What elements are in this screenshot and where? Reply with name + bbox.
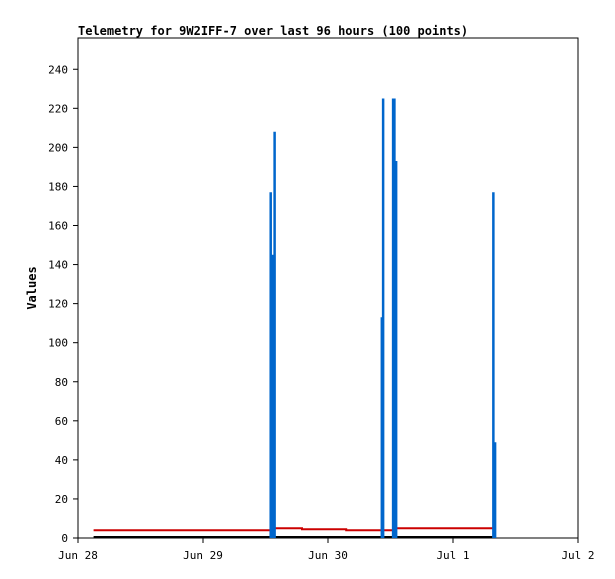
x-tick-label: Jun 30 [308, 549, 348, 562]
y-tick-label: 160 [48, 220, 68, 233]
x-tick-label: Jul 2 [561, 549, 594, 562]
y-tick-label: 120 [48, 298, 68, 311]
y-tick-label: 80 [55, 376, 68, 389]
chart-title: Telemetry for 9W2IFF-7 over last 96 hour… [78, 24, 468, 38]
y-tick-label: 40 [55, 454, 68, 467]
x-tick-label: Jul 1 [436, 549, 469, 562]
y-tick-label: 100 [48, 337, 68, 350]
x-axis-ticks: Jun 28 Jun 29 Jun 30 Jul 1 Jul 2 [58, 538, 595, 562]
y-tick-label: 200 [48, 141, 68, 154]
plot-frame [77, 37, 579, 539]
y-tick-label: 0 [61, 532, 68, 545]
x-tick-label: Jun 29 [183, 549, 223, 562]
series-layer [93, 98, 497, 538]
y-axis-label: Values [25, 266, 39, 309]
x-tick-label: Jun 28 [58, 549, 98, 562]
y-tick-label: 180 [48, 180, 68, 193]
y-tick-label: 240 [48, 63, 68, 76]
y-tick-label: 60 [55, 415, 68, 428]
y-tick-label: 140 [48, 259, 68, 272]
y-axis-ticks: 0 20 40 60 80 100 120 140 160 180 200 220 240 [48, 63, 78, 545]
y-tick-label: 20 [55, 493, 68, 506]
y-tick-label: 220 [48, 102, 68, 115]
